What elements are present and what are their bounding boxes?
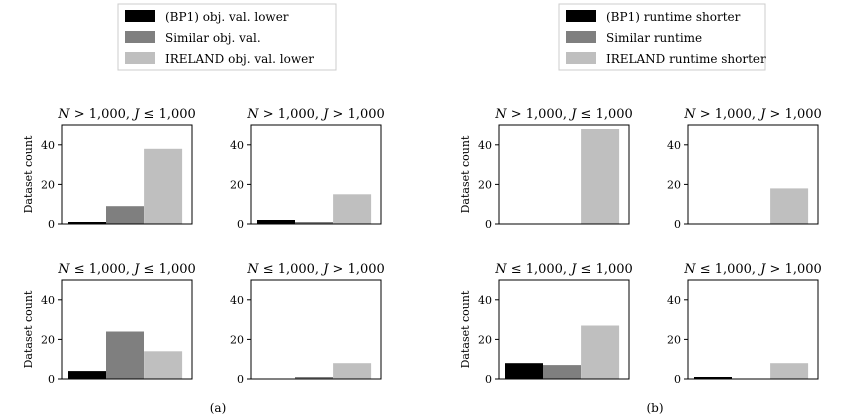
ytick-label-a-tr-20: 20 [230, 178, 244, 191]
ytick-label-b-tl-0: 0 [485, 218, 492, 231]
panel-title: N > 1,000, J > 1,000 [246, 107, 385, 122]
ytick-label-b-tr-40: 40 [667, 139, 681, 152]
ytick-label-b-tr-0: 0 [674, 218, 681, 231]
ylabel-b-bl: Dataset count [459, 290, 472, 368]
bar-a-tr-2 [333, 194, 372, 224]
ytick-label-a-bl-40: 40 [41, 294, 55, 307]
bar-a-tr-0 [257, 220, 295, 224]
ytick-label-b-tl-40: 40 [478, 139, 492, 152]
ytick-label-a-br-0: 0 [237, 373, 244, 386]
bar-b-tr-2 [770, 188, 809, 224]
bar-a-br-2 [333, 363, 372, 379]
panel-title: N ≤ 1,000, J > 1,000 [246, 262, 385, 277]
axes-frame-b-bl [498, 279, 630, 380]
panel-a-br: N ≤ 1,000, J > 1,000 0 20 40 [230, 262, 385, 386]
bar-a-tl-2 [144, 148, 183, 224]
legend-b-label-2: IRELAND runtime shorter [606, 52, 766, 66]
panel-a-bl: N ≤ 1,000, J ≤ 1,000 0 20 40 Dataset count [22, 262, 196, 386]
legend-a-swatch-0 [125, 10, 155, 22]
ytick-label-a-tr-0: 0 [237, 218, 244, 231]
panel-title: N > 1,000, J > 1,000 [683, 107, 822, 122]
ytick-label-a-tl-0: 0 [48, 218, 55, 231]
legend-a-label-2: IRELAND obj. val. lower [165, 52, 314, 66]
axes-frame-b-tr [687, 124, 819, 225]
ytick-label-b-tl-20: 20 [478, 178, 492, 191]
panel-b-tr: N > 1,000, J > 1,000 0 20 40 [667, 107, 822, 231]
axes-frame-a-tl [61, 124, 193, 225]
legend-b-label-1: Similar runtime [606, 31, 702, 45]
bar-b-bl-1 [543, 365, 581, 379]
legend-b-swatch-1 [566, 31, 596, 43]
axes-frame-b-tl [498, 124, 630, 225]
panel-b-tl: N > 1,000, J ≤ 1,000 0 20 40 Dataset count [459, 107, 633, 231]
ytick-label-b-br-0: 0 [674, 373, 681, 386]
ylabel-a-bl: Dataset count [22, 290, 35, 368]
legend-b-swatch-2 [566, 52, 596, 64]
panel-title: N ≤ 1,000, J > 1,000 [683, 262, 822, 277]
ytick-label-a-tl-20: 20 [41, 178, 55, 191]
bar-b-tl-2 [581, 129, 620, 224]
ytick-label-b-br-40: 40 [667, 294, 681, 307]
panel-a-tr: N > 1,000, J > 1,000 0 20 40 [230, 107, 385, 231]
ytick-label-a-br-20: 20 [230, 333, 244, 346]
panel-title: N ≤ 1,000, J ≤ 1,000 [57, 262, 196, 277]
bar-b-bl-0 [505, 363, 543, 379]
legend-a-label-1: Similar obj. val. [165, 31, 261, 45]
legend-a-swatch-1 [125, 31, 155, 43]
bar-a-br-1 [295, 377, 333, 379]
legend-b-swatch-0 [566, 10, 596, 22]
legend-b-label-0: (BP1) runtime shorter [606, 10, 741, 24]
ytick-label-a-br-40: 40 [230, 294, 244, 307]
legend-a: (BP1) obj. val. lower Similar obj. val. … [117, 3, 337, 71]
legend-a-label-0: (BP1) obj. val. lower [165, 10, 289, 24]
ytick-label-b-bl-40: 40 [478, 294, 492, 307]
axes-frame-a-bl [61, 279, 193, 380]
bar-b-bl-2 [581, 325, 620, 379]
bar-a-bl-0 [68, 371, 106, 379]
panel-title: N > 1,000, J ≤ 1,000 [57, 107, 196, 122]
ytick-label-b-bl-0: 0 [485, 373, 492, 386]
ylabel-a-tl: Dataset count [22, 135, 35, 213]
bar-b-br-0 [694, 377, 732, 379]
bar-a-tr-1 [295, 222, 333, 224]
bar-a-bl-1 [106, 331, 144, 379]
axes-frame-a-tr [250, 124, 382, 225]
caption-a: (a) [210, 401, 227, 415]
ytick-label-b-br-20: 20 [667, 333, 681, 346]
ytick-label-a-bl-0: 0 [48, 373, 55, 386]
ytick-label-b-tr-20: 20 [667, 178, 681, 191]
panel-b-bl: N ≤ 1,000, J ≤ 1,000 0 20 40 Dataset count [459, 262, 633, 386]
panel-title: N ≤ 1,000, J ≤ 1,000 [494, 262, 633, 277]
bar-a-tl-1 [106, 206, 144, 224]
ytick-label-a-tr-40: 40 [230, 139, 244, 152]
ytick-label-b-bl-20: 20 [478, 333, 492, 346]
bar-b-br-2 [770, 363, 809, 379]
panel-title: N > 1,000, J ≤ 1,000 [494, 107, 633, 122]
bar-a-tl-0 [68, 222, 106, 224]
legend-b: (BP1) runtime shorter Similar runtime IR… [558, 3, 766, 71]
ytick-label-a-bl-20: 20 [41, 333, 55, 346]
bar-a-bl-2 [144, 351, 183, 379]
legend-a-swatch-2 [125, 52, 155, 64]
panel-b-br: N ≤ 1,000, J > 1,000 0 20 40 [667, 262, 822, 386]
panel-a-tl: N > 1,000, J ≤ 1,000 0 20 40 Dataset count [22, 107, 196, 231]
ytick-label-a-tl-40: 40 [41, 139, 55, 152]
ylabel-b-tl: Dataset count [459, 135, 472, 213]
axes-frame-a-br [250, 279, 382, 380]
axes-frame-b-br [687, 279, 819, 380]
caption-b: (b) [646, 401, 663, 415]
